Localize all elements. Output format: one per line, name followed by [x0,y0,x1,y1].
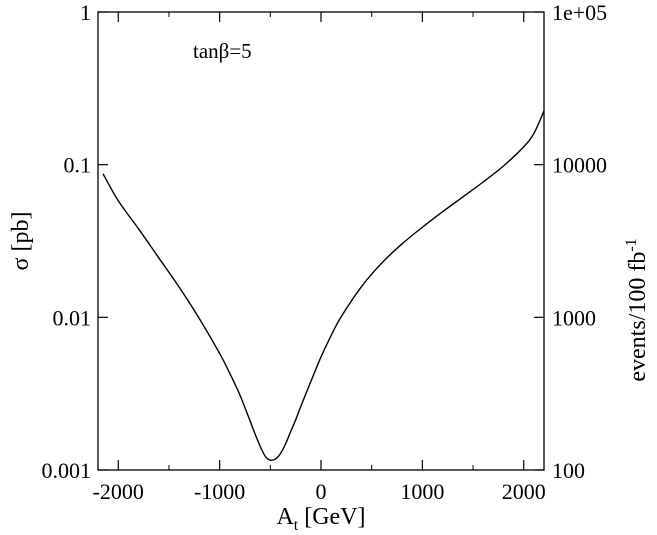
y-tick-label: 0.01 [53,305,92,330]
plot-frame [97,11,545,471]
y2-tick-label: 1e+05 [552,0,607,25]
x-tick-label: 2000 [502,479,546,504]
secondary-y-axis-ticks: 100 1000 10000 1e+05 [534,0,607,483]
x-axis-title-main: A [276,504,294,530]
secondary-y-axis-title: events/100 fb-1 [623,238,651,381]
x-axis-ticks: -2000 -1000 0 1000 2000 [93,12,546,504]
x-axis-title-subscript: t [294,517,299,534]
x-axis-title: At [GeV] [276,504,365,534]
x-tick-label: 1000 [400,479,444,504]
x-tick-label: -2000 [93,479,144,504]
y-tick-label: 0.1 [64,153,92,178]
y-tick-label: 0.001 [42,458,92,483]
y-tick-label: 1 [80,0,91,25]
y2-tick-label: 1000 [552,305,596,330]
y-axis-ticks: 0.001 0.01 0.1 1 [42,0,108,483]
x-tick-label: 0 [316,479,327,504]
secondary-y-axis-title-main: events/100 fb [625,252,651,382]
x-tick-label: -1000 [194,479,245,504]
y-axis-title: σ [pb] [8,212,34,271]
y2-tick-label: 10000 [552,153,607,178]
annotation-tanbeta: tanβ=5 [193,39,252,63]
secondary-y-axis-title-superscript: -1 [623,238,640,251]
cross-section-curve [102,110,545,462]
y2-tick-label: 100 [552,458,585,483]
x-axis-title-unit: [GeV] [298,504,365,530]
